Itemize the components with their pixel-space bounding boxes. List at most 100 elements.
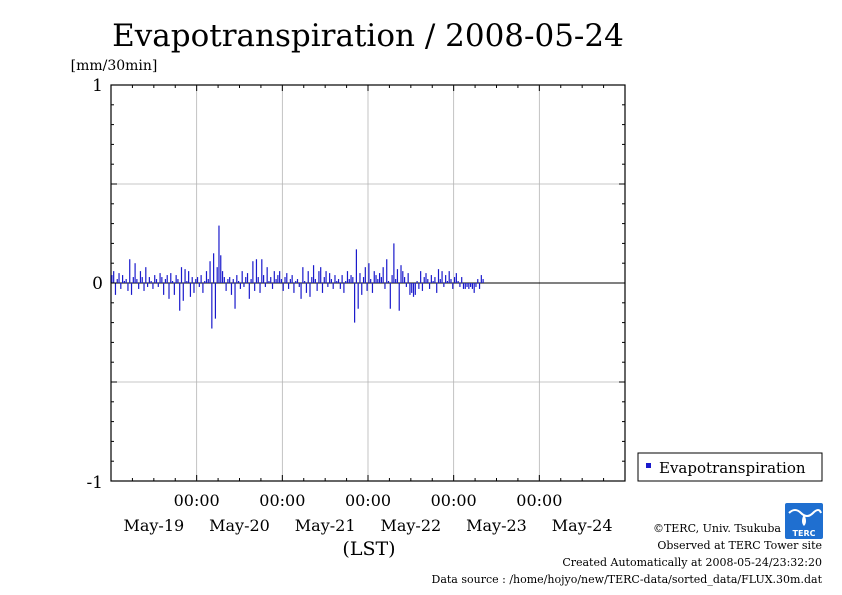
bar	[382, 267, 384, 283]
bar	[168, 283, 170, 299]
bar	[428, 283, 431, 289]
bar	[354, 283, 356, 323]
droplet-icon	[802, 514, 806, 526]
bar	[150, 281, 152, 283]
bar	[134, 263, 136, 283]
bar	[111, 275, 113, 283]
bar	[409, 283, 411, 295]
bar	[411, 283, 413, 293]
day-label: May-23	[466, 516, 527, 535]
bar	[470, 283, 472, 287]
legend-box	[637, 452, 823, 482]
bar	[175, 275, 177, 283]
observed-text: Observed at TERC Tower site	[657, 539, 822, 552]
bar	[448, 271, 450, 283]
bar	[180, 267, 183, 283]
bar	[427, 279, 429, 283]
bar	[138, 283, 140, 289]
bar	[302, 267, 304, 283]
bar	[191, 277, 193, 283]
bar	[275, 279, 277, 283]
bar	[327, 283, 329, 287]
bar	[384, 283, 386, 289]
bar	[125, 279, 127, 283]
bar	[345, 281, 347, 283]
y-tick-label: 0	[92, 274, 103, 294]
x-tick-label: 00:00	[345, 491, 391, 510]
bar	[154, 275, 156, 283]
bar	[211, 283, 213, 329]
bar	[262, 275, 265, 283]
y-tick-label: 1	[92, 76, 103, 96]
bar	[380, 277, 382, 283]
bar	[446, 281, 449, 283]
bar	[395, 279, 397, 283]
bar	[421, 283, 424, 291]
bar	[298, 283, 300, 287]
bar	[379, 273, 381, 283]
bar	[248, 283, 250, 299]
bar	[196, 277, 199, 283]
bar	[416, 281, 418, 283]
bar	[184, 269, 186, 283]
bar	[255, 259, 258, 283]
bar	[193, 283, 195, 293]
bar	[412, 283, 415, 297]
bar	[229, 277, 231, 283]
bar	[159, 273, 161, 283]
bar	[423, 277, 425, 283]
bar	[396, 269, 399, 283]
day-label: May-19	[123, 516, 184, 535]
bar	[375, 275, 377, 283]
bar	[200, 275, 202, 283]
bar	[273, 271, 275, 283]
day-label: May-20	[209, 516, 270, 535]
bar	[386, 259, 388, 283]
bar	[359, 273, 361, 283]
bar	[450, 279, 452, 283]
copyright-text: ©TERC, Univ. Tsukuba	[653, 522, 781, 535]
bar	[355, 249, 357, 283]
bar	[148, 277, 150, 283]
bar	[339, 283, 341, 289]
bar	[195, 279, 197, 283]
bar	[139, 271, 142, 283]
bar	[334, 275, 336, 283]
bar	[480, 275, 482, 283]
bar	[459, 283, 461, 287]
bar	[120, 283, 122, 289]
legend: Evapotranspiration	[637, 452, 823, 482]
x-tick-label: 00:00	[174, 491, 220, 510]
bar	[475, 283, 477, 287]
bar	[336, 281, 338, 283]
bar	[179, 283, 181, 311]
bar	[209, 261, 211, 283]
bar	[471, 283, 474, 289]
bar	[205, 271, 208, 283]
bar	[188, 271, 190, 283]
bar	[146, 283, 149, 287]
bar	[304, 281, 306, 283]
bar	[418, 283, 420, 289]
bar	[145, 267, 147, 283]
bar-series	[111, 225, 484, 329]
bar	[316, 283, 318, 291]
bar	[218, 225, 220, 283]
bar	[204, 281, 206, 283]
bar	[279, 271, 281, 283]
bar	[443, 283, 445, 287]
wave-icon	[788, 509, 822, 517]
bar	[362, 277, 365, 283]
bar	[155, 279, 158, 283]
bar	[182, 283, 184, 301]
bar	[271, 283, 274, 289]
bar	[466, 283, 468, 287]
legend-label: Evapotranspiration	[659, 459, 806, 477]
bar	[441, 271, 443, 283]
bar	[170, 273, 172, 283]
grid	[111, 85, 625, 481]
bar	[352, 277, 354, 283]
bar	[236, 275, 238, 283]
bar	[286, 273, 288, 283]
